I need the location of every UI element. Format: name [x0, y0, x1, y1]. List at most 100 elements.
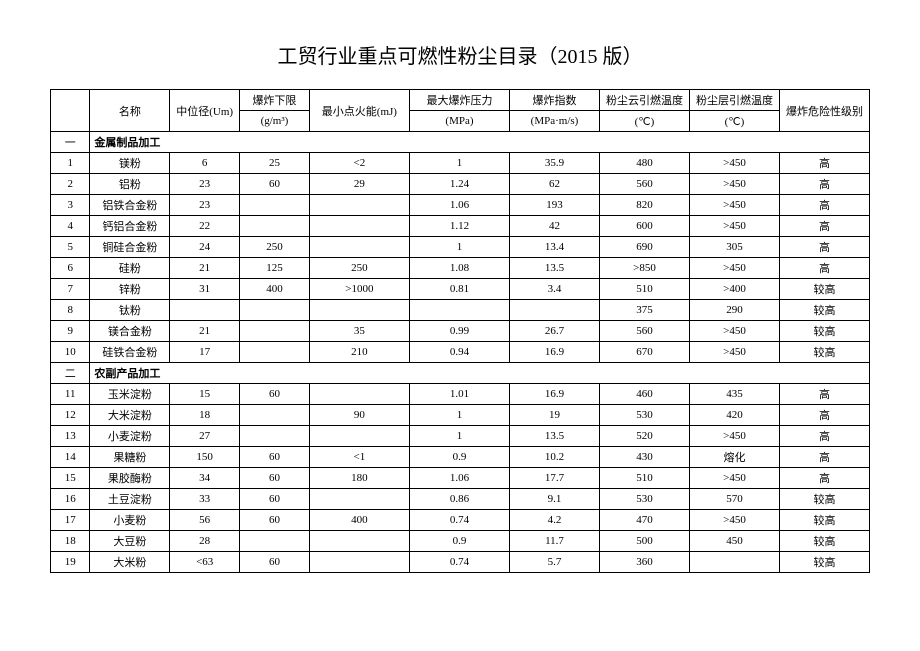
table-row: 18大豆粉280.911.7500450较高: [51, 531, 870, 552]
document-title: 工贸行业重点可燃性粉尘目录（2015 版）: [50, 40, 870, 69]
cell-gm3: [240, 300, 310, 321]
cell-level: 较高: [779, 552, 869, 573]
cell-name: 铜硅合金粉: [90, 237, 170, 258]
header-mpa-bot: (MPa): [409, 111, 509, 132]
cell-layer: 熔化: [689, 447, 779, 468]
header-mj: 最小点火能(mJ): [309, 90, 409, 132]
cell-mj: 210: [309, 342, 409, 363]
table-body: 一金属制品加工1镁粉625<2135.9480>450高2铝粉2360291.2…: [51, 132, 870, 573]
cell-um: 34: [170, 468, 240, 489]
cell-mpa: [409, 300, 509, 321]
cell-mpams: 17.7: [510, 468, 600, 489]
dust-table: 名称 中位径(Um) 爆炸下限 最小点火能(mJ) 最大爆炸压力 爆炸指数 粉尘…: [50, 89, 870, 573]
cell-level: 高: [779, 216, 869, 237]
cell-mpa: 0.81: [409, 279, 509, 300]
cell-gm3: [240, 405, 310, 426]
cell-mpa: 1: [409, 237, 509, 258]
cell-idx: 9: [51, 321, 90, 342]
section-marker: 二: [51, 363, 90, 384]
cell-idx: 19: [51, 552, 90, 573]
cell-mpa: 1: [409, 153, 509, 174]
header-mpa-top: 最大爆炸压力: [409, 90, 509, 111]
cell-mpams: 35.9: [510, 153, 600, 174]
cell-cloud: 560: [600, 321, 690, 342]
cell-idx: 15: [51, 468, 90, 489]
cell-level: 高: [779, 447, 869, 468]
cell-layer: >450: [689, 468, 779, 489]
table-row: 11玉米淀粉15601.0116.9460435高: [51, 384, 870, 405]
cell-cloud: 520: [600, 426, 690, 447]
cell-level: 较高: [779, 300, 869, 321]
cell-mpams: 16.9: [510, 384, 600, 405]
cell-mj: 35: [309, 321, 409, 342]
cell-idx: 17: [51, 510, 90, 531]
cell-um: 17: [170, 342, 240, 363]
cell-mj: [309, 552, 409, 573]
header-name: 名称: [90, 90, 170, 132]
cell-level: 高: [779, 384, 869, 405]
cell-cloud: 375: [600, 300, 690, 321]
cell-cloud: 530: [600, 405, 690, 426]
cell-name: 钙铝合金粉: [90, 216, 170, 237]
table-row: 4钙铝合金粉221.1242600>450高: [51, 216, 870, 237]
cell-um: 56: [170, 510, 240, 531]
section-row: 一金属制品加工: [51, 132, 870, 153]
cell-cloud: 470: [600, 510, 690, 531]
cell-level: 较高: [779, 489, 869, 510]
header-level: 爆炸危险性级别: [779, 90, 869, 132]
cell-name: 铝铁合金粉: [90, 195, 170, 216]
cell-layer: >450: [689, 258, 779, 279]
cell-mj: [309, 531, 409, 552]
cell-gm3: [240, 426, 310, 447]
cell-name: 大米粉: [90, 552, 170, 573]
cell-cloud: 820: [600, 195, 690, 216]
cell-mj: [309, 426, 409, 447]
cell-level: 较高: [779, 510, 869, 531]
cell-mpa: 0.9: [409, 531, 509, 552]
section-label: 金属制品加工: [90, 132, 870, 153]
cell-mj: 90: [309, 405, 409, 426]
cell-mj: [309, 489, 409, 510]
cell-layer: >450: [689, 510, 779, 531]
cell-level: 较高: [779, 321, 869, 342]
cell-gm3: 60: [240, 510, 310, 531]
cell-layer: 435: [689, 384, 779, 405]
cell-mpa: 0.99: [409, 321, 509, 342]
cell-level: 较高: [779, 531, 869, 552]
cell-level: 高: [779, 195, 869, 216]
cell-mpams: 62: [510, 174, 600, 195]
cell-idx: 12: [51, 405, 90, 426]
table-row: 14果糖粉15060<10.910.2430熔化高: [51, 447, 870, 468]
cell-um: 15: [170, 384, 240, 405]
cell-mj: [309, 300, 409, 321]
cell-name: 小麦淀粉: [90, 426, 170, 447]
cell-layer: 570: [689, 489, 779, 510]
header-gm3-top: 爆炸下限: [240, 90, 310, 111]
cell-level: 较高: [779, 342, 869, 363]
cell-um: 18: [170, 405, 240, 426]
cell-cloud: 460: [600, 384, 690, 405]
cell-um: 21: [170, 321, 240, 342]
cell-mpams: 16.9: [510, 342, 600, 363]
cell-mpa: 0.74: [409, 510, 509, 531]
cell-mpa: 1.06: [409, 468, 509, 489]
cell-idx: 1: [51, 153, 90, 174]
cell-layer: >450: [689, 342, 779, 363]
header-um: 中位径(Um): [170, 90, 240, 132]
cell-um: 27: [170, 426, 240, 447]
cell-um: 6: [170, 153, 240, 174]
cell-name: 土豆淀粉: [90, 489, 170, 510]
cell-um: 22: [170, 216, 240, 237]
cell-mpams: 13.4: [510, 237, 600, 258]
cell-gm3: 60: [240, 384, 310, 405]
cell-mj: <1: [309, 447, 409, 468]
cell-layer: >450: [689, 195, 779, 216]
table-row: 16土豆淀粉33600.869.1530570较高: [51, 489, 870, 510]
cell-mpams: 13.5: [510, 426, 600, 447]
cell-gm3: [240, 321, 310, 342]
cell-mpa: 1.08: [409, 258, 509, 279]
cell-mpams: 4.2: [510, 510, 600, 531]
cell-mpams: 9.1: [510, 489, 600, 510]
cell-level: 高: [779, 174, 869, 195]
cell-layer: 305: [689, 237, 779, 258]
